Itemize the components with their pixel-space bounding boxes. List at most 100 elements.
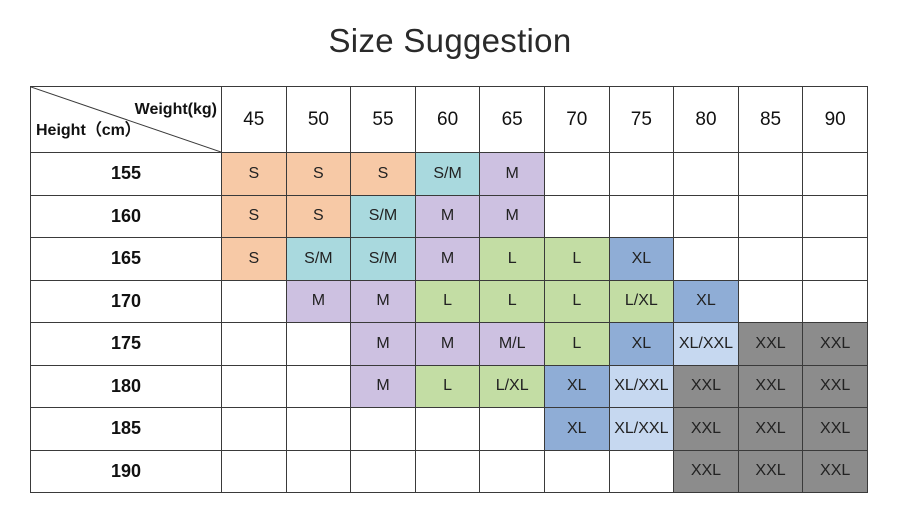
size-cell: S (221, 194, 287, 238)
size-cell: M (350, 322, 416, 366)
size-cell: M (414, 194, 481, 238)
size-cell: XXL (737, 449, 804, 493)
table-row: 185 XL XL/XXL XXL XXL XXL (30, 407, 868, 451)
size-cell (543, 152, 610, 196)
height-label-170: 170 (30, 279, 222, 323)
size-cell: M (350, 364, 416, 408)
size-cell (543, 449, 610, 493)
size-cell: M (414, 322, 481, 366)
size-cell (608, 194, 675, 238)
diagonal-divider (31, 87, 221, 152)
size-cell (673, 237, 739, 281)
size-cell: L (479, 237, 545, 281)
size-cell: S/M (414, 152, 481, 196)
size-cell: S/M (350, 237, 416, 281)
size-cell: XL (608, 322, 675, 366)
header-row: Weight(kg) Height（cm） 45 50 55 60 65 70 75 80 85… (30, 86, 868, 153)
table-row: 155 S S S S/M M (30, 152, 868, 196)
size-cell: XL (608, 237, 675, 281)
weight-header-80: 80 (673, 86, 739, 153)
size-cell (285, 364, 352, 408)
size-cell: XL/XXL (673, 322, 739, 366)
height-label-185: 185 (30, 407, 222, 451)
size-cell (802, 237, 868, 281)
size-cell (221, 449, 287, 493)
size-cell (221, 279, 287, 323)
size-cell: S (285, 152, 352, 196)
size-cell: M (479, 152, 545, 196)
size-cell (608, 449, 675, 493)
size-table-wrap: Weight(kg) Height（cm） 45 50 55 60 65 70 75 80 85… (30, 86, 868, 493)
size-table: Weight(kg) Height（cm） 45 50 55 60 65 70 75 80 85… (30, 86, 868, 493)
corner-cell: Weight(kg) Height（cm） (30, 86, 222, 153)
weight-header-45: 45 (221, 86, 287, 153)
table-row: 175 M M M/L L XL XL/XXL XXL XXL (30, 322, 868, 366)
size-cell (737, 152, 804, 196)
size-cell (414, 449, 481, 493)
size-cell (737, 279, 804, 323)
size-cell (673, 194, 739, 238)
size-cell: L/XL (608, 279, 675, 323)
size-cell: XL (673, 279, 739, 323)
size-cell: M (414, 237, 481, 281)
weight-header-75: 75 (608, 86, 675, 153)
size-cell (802, 279, 868, 323)
weight-header-50: 50 (285, 86, 352, 153)
table-row: 170 M M L L L L/XL XL (30, 279, 868, 323)
size-cell: XXL (737, 407, 804, 451)
weight-header-85: 85 (737, 86, 804, 153)
size-cell (285, 449, 352, 493)
table-row: 180 M L L/XL XL XL/XXL XXL XXL XXL (30, 364, 868, 408)
size-cell: XXL (673, 364, 739, 408)
size-cell: L (414, 364, 481, 408)
weight-axis-label: Weight(kg) (134, 101, 217, 118)
size-cell: XXL (802, 322, 868, 366)
size-cell (221, 364, 287, 408)
size-cell: M (479, 194, 545, 238)
size-cell (414, 407, 481, 451)
size-cell (479, 449, 545, 493)
size-cell (737, 194, 804, 238)
size-cell: XXL (802, 364, 868, 408)
size-cell: XXL (737, 322, 804, 366)
size-cell: L/XL (479, 364, 545, 408)
size-cell (221, 322, 287, 366)
table-row: 160 S S S/M M M (30, 194, 868, 238)
size-cell: S (285, 194, 352, 238)
size-cell: XL/XXL (608, 364, 675, 408)
size-cell: L (414, 279, 481, 323)
size-cell: XL (543, 407, 610, 451)
height-axis-label: Height（cm） (36, 122, 141, 139)
size-cell: S/M (285, 237, 352, 281)
size-cell (802, 194, 868, 238)
size-cell (285, 407, 352, 451)
size-cell: XXL (802, 407, 868, 451)
size-cell: XXL (737, 364, 804, 408)
size-cell (285, 322, 352, 366)
size-cell (350, 407, 416, 451)
size-cell (802, 152, 868, 196)
size-cell: S/M (350, 194, 416, 238)
size-cell (479, 407, 545, 451)
weight-header-60: 60 (414, 86, 481, 153)
size-cell (737, 237, 804, 281)
size-cell: M (285, 279, 352, 323)
weight-header-90: 90 (802, 86, 868, 153)
size-cell: XL/XXL (608, 407, 675, 451)
size-cell: L (543, 237, 610, 281)
size-cell: S (350, 152, 416, 196)
weight-header-70: 70 (543, 86, 610, 153)
weight-header-65: 65 (479, 86, 545, 153)
size-cell (543, 194, 610, 238)
size-cell (608, 152, 675, 196)
height-label-175: 175 (30, 322, 222, 366)
table-row: 165 S S/M S/M M L L XL (30, 237, 868, 281)
height-label-165: 165 (30, 237, 222, 281)
size-cell: L (543, 322, 610, 366)
weight-header-55: 55 (350, 86, 416, 153)
size-cell: L (479, 279, 545, 323)
size-cell: XXL (673, 407, 739, 451)
size-cell: M/L (479, 322, 545, 366)
size-cell (673, 152, 739, 196)
size-cell (350, 449, 416, 493)
